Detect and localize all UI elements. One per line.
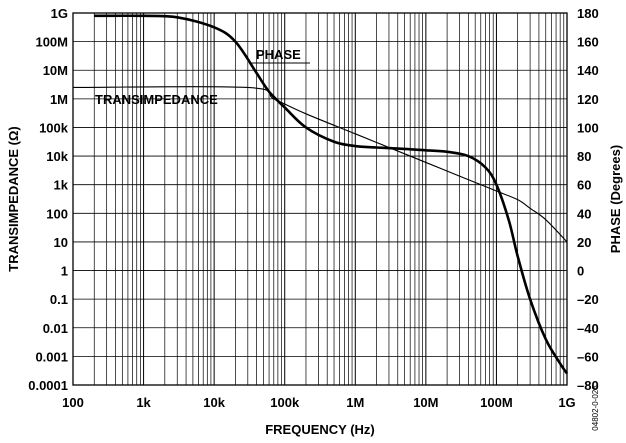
y-right-tick-label: –60 [577,349,599,364]
x-axis-title: FREQUENCY (Hz) [265,422,375,437]
transimpedance-curve-label: TRANSIMPEDANCE [95,92,218,107]
y-right-tick-label: 0 [577,264,584,279]
y-right-tick-label: 120 [577,92,599,107]
phase-curve-label: PHASE [256,47,301,62]
y-left-tick-label: 0.01 [43,321,68,336]
x-tick-label: 10M [413,395,438,410]
y-left-axis-title: TRANSIMPEDANCE (Ω) [6,126,21,271]
y-right-tick-label: 20 [577,235,591,250]
y-left-tick-label: 1k [54,178,69,193]
y-right-axis-title: PHASE (Degrees) [608,145,623,253]
plot-frame [72,12,568,386]
x-tick-label: 1M [346,395,364,410]
y-left-tick-label: 0.001 [35,349,68,364]
y-left-tick-label: 1 [61,264,68,279]
tick-labels: 100 1k 10k 100k 1M 10M 100M 1G1G100M10M1M100k10… [28,6,598,410]
x-tick-label: 100M [480,395,513,410]
figure-id: 04802-0-028 [591,385,600,431]
y-right-tick-label: 160 [577,35,599,50]
grid [72,12,567,386]
y-right-tick-label: 180 [577,6,599,21]
y-left-tick-label: 100M [35,35,68,50]
x-tick-label: 100k [270,395,300,410]
y-right-tick-label: –20 [577,292,599,307]
y-left-tick-label: 1M [50,92,68,107]
y-right-tick-label: 100 [577,120,599,135]
y-left-tick-label: 10k [46,149,68,164]
x-tick-label: 1G [558,395,575,410]
y-left-tick-label: 10 [54,235,68,250]
y-left-tick-label: 100 [46,206,68,221]
y-left-tick-label: 0.0001 [28,378,68,393]
y-right-tick-label: 80 [577,149,591,164]
y-right-tick-label: 60 [577,178,591,193]
y-right-tick-label: –40 [577,321,599,336]
series-lines [72,14,569,375]
y-left-tick-label: 0.1 [50,292,68,307]
y-left-tick-label: 10M [43,63,68,78]
y-left-tick-label: 1G [51,6,68,21]
x-tick-label: 1k [136,395,151,410]
y-right-tick-label: 140 [577,63,599,78]
x-tick-label: 10k [203,395,225,410]
x-tick-label: 100 [62,395,84,410]
y-left-tick-label: 100k [39,120,69,135]
y-right-tick-label: 40 [577,206,591,221]
y-right-tick-label: –80 [577,378,599,393]
transimpedance-line [72,86,568,243]
